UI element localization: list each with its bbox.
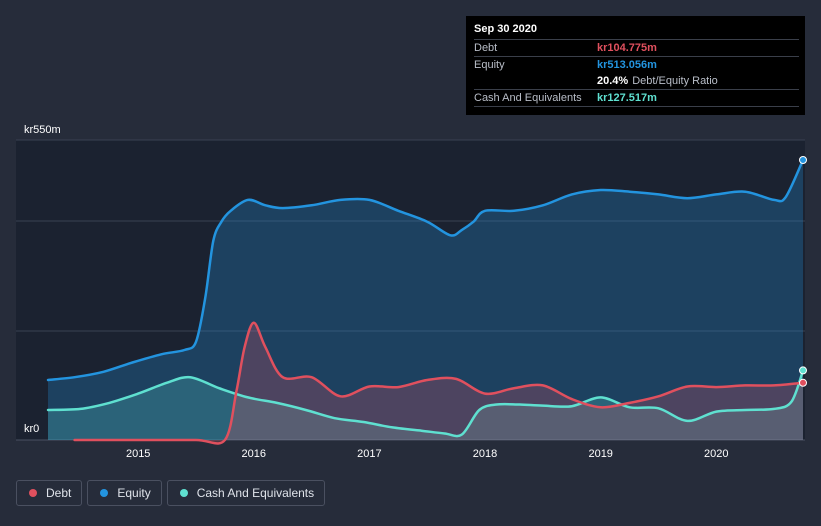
tooltip-ratio-row: 20.4% Debt/Equity Ratio [474,73,799,89]
legend-debt-label: Debt [46,486,72,500]
x-tick-label: 2018 [473,448,497,460]
debt-endpoint [799,378,807,387]
x-tick-label: 2020 [704,448,728,460]
y-axis-top-label: kr550m [24,124,61,136]
tooltip-equity-value: kr513.056m [597,59,657,71]
equity-endpoint [799,156,807,164]
equity-dot-icon [100,489,109,497]
debt-area [74,322,804,444]
tooltip-ratio-label: Debt/Equity Ratio [632,75,718,87]
x-tick-label: 2015 [126,448,150,460]
tooltip-ratio-value: 20.4% [597,75,629,87]
tooltip-equity-label: Equity [474,59,505,71]
tooltip-cash-label: Cash And Equivalents [474,92,582,104]
tooltip-date: Sep 30 2020 [474,23,537,35]
legend-item-equity[interactable]: Equity [87,480,162,506]
equity-area [48,160,803,440]
tooltip-debt-value: kr104.775m [597,42,657,54]
x-tick-label: 2017 [357,448,381,460]
cash-endpoint [799,366,807,375]
cash-line [46,369,805,438]
legend-item-debt[interactable]: Debt [16,480,83,506]
tooltip-cash-row: Cash And Equivalents kr127.517m [474,89,799,107]
tooltip-cash-value: kr127.517m [597,92,657,104]
tooltip-debt-label: Debt [474,42,498,54]
legend-item-cash[interactable]: Cash And Equivalents [166,480,326,506]
y-axis-bottom-label: kr0 [24,423,39,435]
tooltip-debt-row: Debt kr104.775m [474,39,799,56]
legend-equity-label: Equity [117,486,151,500]
legend-cash-label: Cash And Equivalents [196,486,315,500]
debt-line [73,321,805,445]
tooltip-equity-row: Equity kr513.056m [474,56,799,73]
equity-line [46,158,805,382]
cash-area [48,370,803,440]
x-tick-label: 2016 [242,448,266,460]
cash-dot-icon [179,489,188,497]
chart-legend: Debt Equity Cash And Equivalents [16,480,330,506]
debt-dot-icon [29,489,37,497]
tooltip-panel: Sep 30 2020 Debt kr104.775m Equity kr513… [466,16,805,115]
x-tick-label: 2019 [588,448,612,460]
